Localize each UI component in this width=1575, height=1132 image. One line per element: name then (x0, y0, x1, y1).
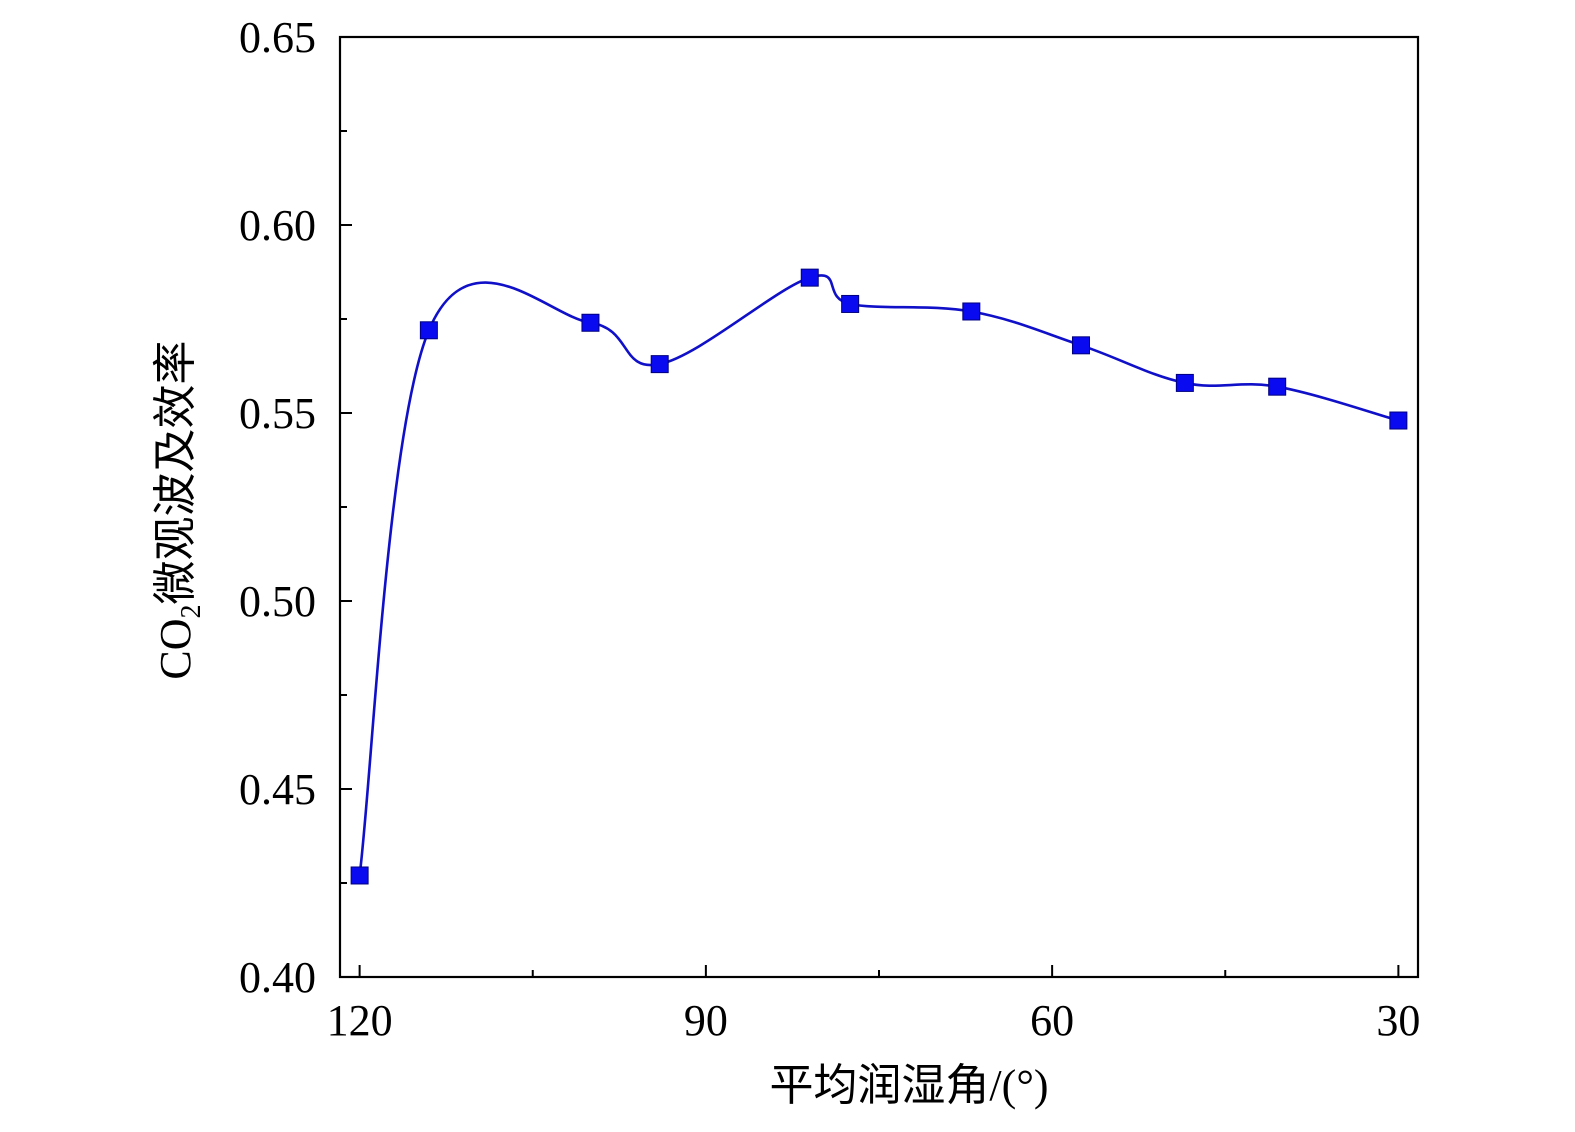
y-tick-label: 0.55 (239, 389, 316, 438)
markers-layer (350, 268, 1408, 885)
data-point (1268, 377, 1287, 396)
y-axis-label: CO2微观波及效率 (151, 340, 207, 679)
plot-frame (338, 35, 1420, 979)
data-point (841, 294, 860, 313)
y-axis-label-main: CO (151, 618, 200, 679)
y-tick-label: 0.60 (239, 201, 316, 250)
y-tick-label: 0.65 (239, 13, 316, 62)
y-axis-label-rest: 微观波及效率 (151, 340, 200, 604)
data-point (650, 355, 669, 374)
data-point (350, 866, 369, 885)
data-point (1389, 411, 1408, 430)
data-point (800, 268, 819, 287)
data-point (419, 321, 438, 340)
data-point (962, 302, 981, 321)
data-point (1175, 373, 1194, 392)
series-line (358, 274, 1399, 876)
y-tick-label: 0.40 (239, 953, 316, 1002)
tick-labels-layer: 120 90 60 30 0.40 0.45 0.50 0.55 0.60 0.65 (239, 13, 1420, 1045)
x-tick-label: 30 (1376, 996, 1420, 1045)
ticks-layer (340, 36, 1400, 978)
data-point (581, 313, 600, 332)
x-tick-label: 60 (1030, 996, 1074, 1045)
x-tick-label: 120 (327, 996, 393, 1045)
x-axis-label: 平均润湿角/(°) (769, 1061, 1048, 1110)
y-axis-label-subscript: 2 (176, 604, 207, 618)
data-point (1071, 336, 1090, 355)
x-tick-label: 90 (684, 996, 728, 1045)
y-tick-label: 0.45 (239, 765, 316, 814)
y-tick-label: 0.50 (239, 577, 316, 626)
